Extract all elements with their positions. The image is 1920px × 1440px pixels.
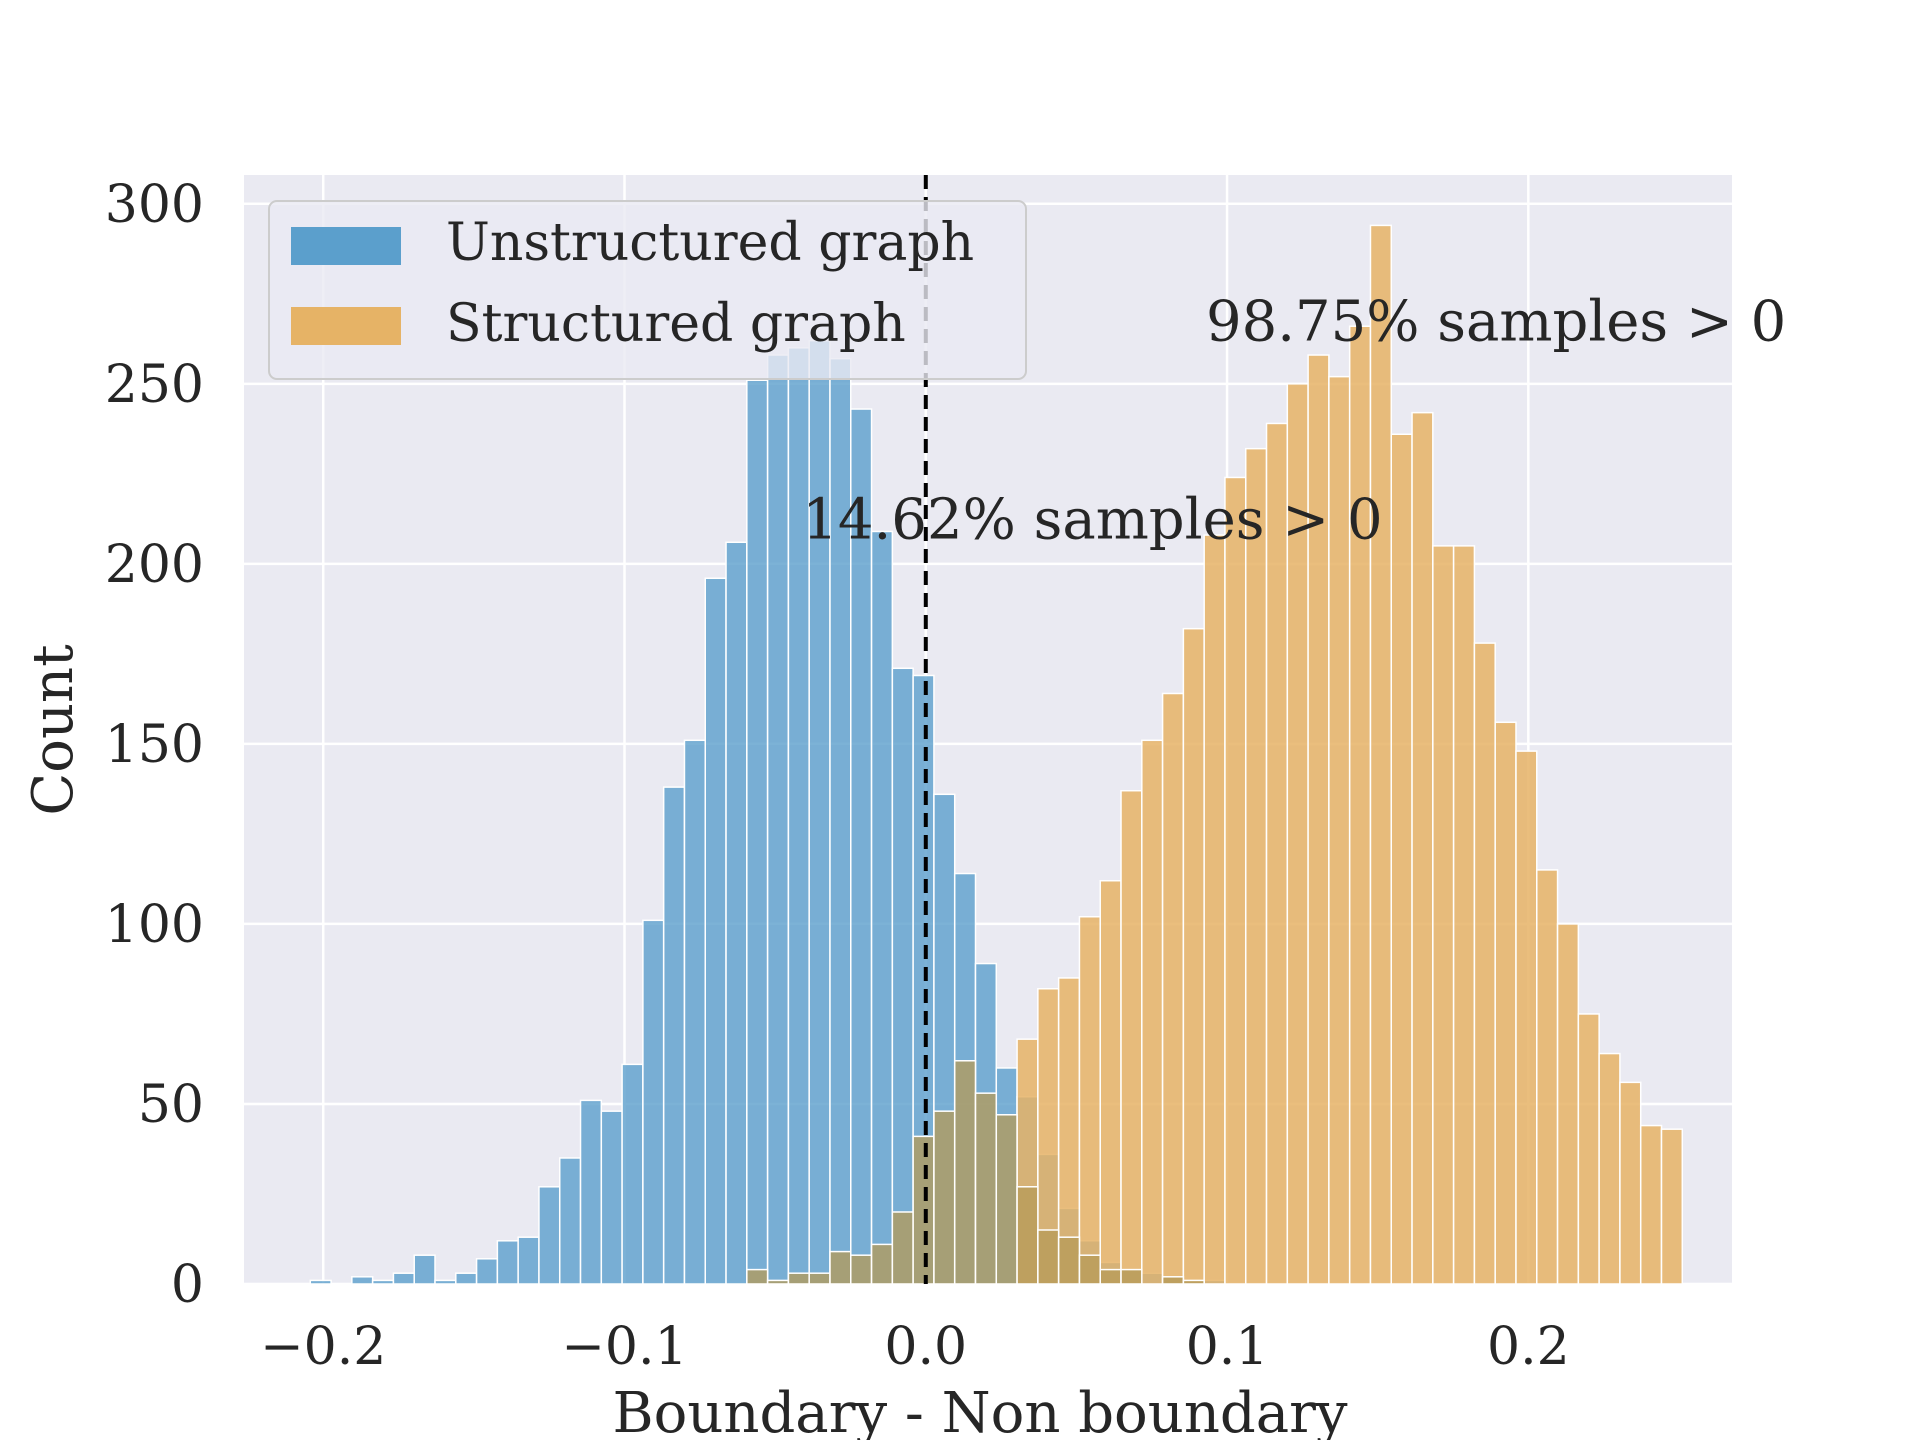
histogram-bar bbox=[579, 1099, 603, 1285]
histogram-bar bbox=[870, 1243, 894, 1285]
structured-graph-bars bbox=[746, 224, 1684, 1285]
histogram-bar bbox=[1369, 224, 1393, 1285]
histogram-bar bbox=[766, 1279, 790, 1285]
histogram-bar bbox=[808, 339, 831, 1285]
y-tick-label: 50 bbox=[138, 1075, 204, 1135]
histogram-bar bbox=[1141, 739, 1164, 1285]
histogram-bar bbox=[1161, 1276, 1185, 1285]
histogram-bar bbox=[704, 577, 727, 1285]
histogram-bar bbox=[766, 354, 790, 1285]
x-tick-label: 0.2 bbox=[1487, 1317, 1570, 1377]
histogram-bar bbox=[1473, 642, 1496, 1285]
histogram-bar bbox=[558, 1157, 582, 1285]
legend-box bbox=[268, 200, 1027, 380]
histogram-bar bbox=[683, 739, 707, 1285]
annotation-structured-percent: 98.75% samples > 0 bbox=[1206, 290, 1786, 355]
histogram-bar bbox=[1577, 1013, 1600, 1285]
histogram-bar bbox=[662, 786, 686, 1285]
histogram-bar bbox=[496, 1240, 519, 1285]
histogram-bar bbox=[1182, 627, 1205, 1285]
histogram-bar bbox=[974, 1092, 998, 1285]
y-tick-label: 200 bbox=[105, 535, 204, 595]
histogram-bar bbox=[517, 1236, 540, 1285]
histogram-bar bbox=[746, 379, 769, 1285]
histogram-bar bbox=[953, 1060, 977, 1285]
histogram-bar bbox=[891, 1211, 914, 1285]
histogram-bar bbox=[309, 1279, 332, 1285]
histogram-bar bbox=[1182, 1279, 1205, 1285]
histogram-bar bbox=[642, 919, 665, 1285]
histogram-bar bbox=[1016, 1186, 1039, 1285]
histogram-bar bbox=[1536, 869, 1559, 1285]
histogram-bar bbox=[1078, 915, 1101, 1285]
y-tick-label: 300 bbox=[105, 175, 204, 235]
histogram-bar bbox=[746, 1268, 769, 1285]
x-tick-label: −0.2 bbox=[260, 1317, 386, 1377]
histogram-bar bbox=[808, 1272, 831, 1285]
histogram-bar bbox=[1099, 879, 1122, 1285]
histogram-bar bbox=[787, 1272, 810, 1285]
y-axis-label: Count bbox=[21, 644, 86, 816]
histogram-bar bbox=[1120, 1268, 1143, 1285]
histogram-bar bbox=[351, 1276, 374, 1285]
histogram-bar bbox=[1432, 545, 1455, 1285]
y-tick-label: 150 bbox=[105, 715, 204, 775]
histogram-bar bbox=[1639, 1124, 1663, 1285]
y-tick-label: 250 bbox=[105, 355, 204, 415]
y-tick-label: 0 bbox=[171, 1255, 204, 1315]
histogram-bar bbox=[1078, 1254, 1101, 1285]
legend-label-structured: Structured graph bbox=[446, 294, 906, 354]
histogram-bar bbox=[850, 1254, 873, 1285]
x-axis-ticks: −0.2 −0.1 0.0 0.1 0.2 bbox=[260, 1317, 1570, 1377]
histogram-bar bbox=[621, 1063, 644, 1285]
histogram-bar bbox=[475, 1258, 499, 1285]
x-tick-label: 0.1 bbox=[1186, 1317, 1269, 1377]
histogram-bar bbox=[1099, 1268, 1122, 1285]
histogram-bar bbox=[1161, 692, 1185, 1285]
histogram-bar bbox=[538, 1186, 561, 1285]
histogram-bar bbox=[455, 1272, 478, 1285]
histogram-bar bbox=[829, 1250, 852, 1285]
histogram-bar bbox=[1057, 1236, 1081, 1285]
histogram-bar bbox=[1037, 1229, 1060, 1285]
histogram-bar bbox=[995, 1114, 1018, 1285]
histogram-bar bbox=[912, 1135, 935, 1285]
histogram-bar bbox=[434, 1279, 457, 1285]
histogram-bar bbox=[1411, 411, 1434, 1285]
histogram-bar bbox=[933, 1110, 956, 1285]
histogram-bar bbox=[1598, 1052, 1621, 1285]
histogram-bar bbox=[1244, 447, 1268, 1285]
histogram-bar bbox=[870, 530, 894, 1285]
histogram-bar bbox=[1224, 476, 1247, 1285]
histogram-bar bbox=[1660, 1128, 1684, 1285]
histogram-bar bbox=[1494, 721, 1517, 1285]
histogram-bar bbox=[1203, 534, 1226, 1285]
y-axis-ticks: 0 50 100 150 200 250 300 bbox=[105, 175, 204, 1315]
histogram-bar bbox=[1120, 789, 1143, 1285]
y-tick-label: 100 bbox=[105, 895, 204, 955]
histogram-bar bbox=[1348, 325, 1372, 1285]
histogram-bar bbox=[600, 1110, 623, 1285]
x-tick-label: 0.0 bbox=[884, 1317, 967, 1377]
legend-swatch-unstructured bbox=[291, 227, 401, 265]
histogram-bar bbox=[725, 541, 748, 1285]
histogram-bar bbox=[891, 667, 914, 1285]
legend-swatch-structured bbox=[291, 307, 401, 345]
histogram-bar bbox=[392, 1272, 415, 1285]
legend: Unstructured graph Structured graph bbox=[268, 200, 1027, 380]
histogram-bar bbox=[1452, 545, 1476, 1285]
x-tick-label: −0.1 bbox=[561, 1317, 687, 1377]
histogram-bar bbox=[1556, 923, 1580, 1285]
histogram-bar bbox=[1390, 433, 1413, 1285]
histogram-bar bbox=[413, 1254, 436, 1285]
histogram-bar bbox=[1515, 750, 1538, 1285]
legend-label-unstructured: Unstructured graph bbox=[446, 213, 974, 273]
x-axis-label: Boundary - Non boundary bbox=[612, 1381, 1347, 1440]
histogram-bar bbox=[371, 1279, 395, 1285]
histogram-bar bbox=[1619, 1081, 1642, 1285]
annotation-unstructured-percent: 14.62% samples > 0 bbox=[802, 488, 1382, 553]
